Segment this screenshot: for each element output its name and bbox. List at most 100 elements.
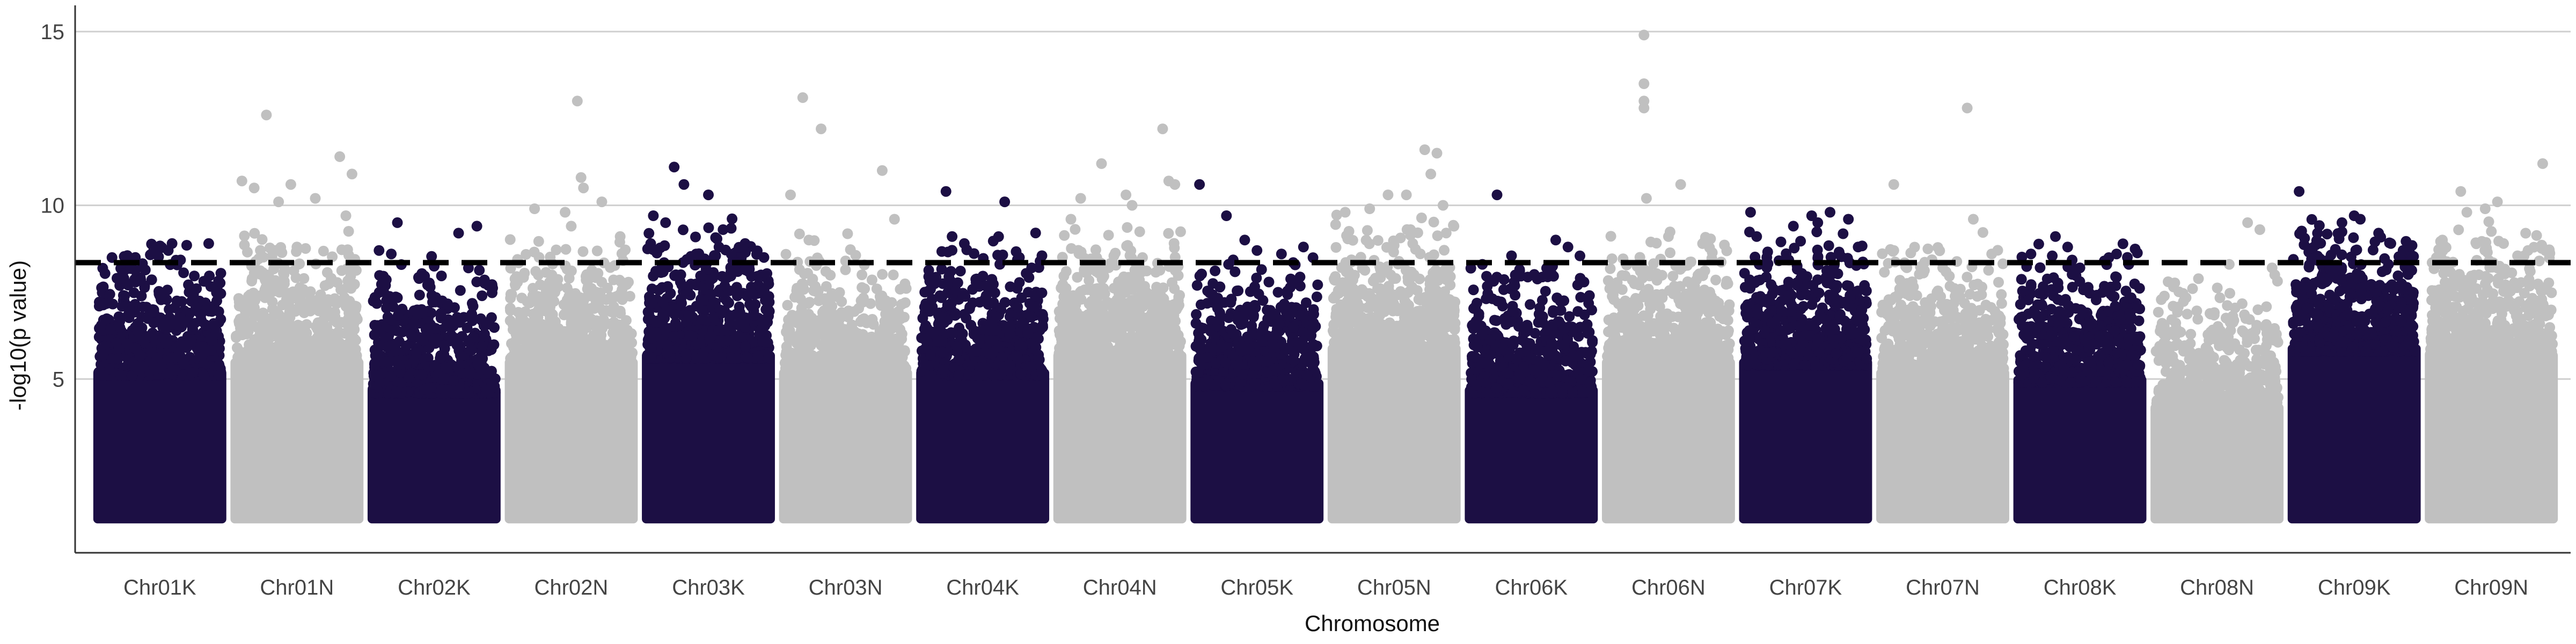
point	[306, 343, 317, 354]
point	[1014, 339, 1025, 350]
point	[195, 309, 207, 320]
point	[467, 301, 479, 312]
point	[953, 370, 964, 381]
point	[322, 331, 333, 342]
point	[270, 306, 282, 318]
point	[239, 230, 250, 241]
point	[719, 272, 730, 283]
point	[435, 353, 446, 364]
point	[683, 310, 694, 321]
point	[400, 340, 412, 352]
peak-point	[958, 238, 970, 249]
point	[104, 363, 115, 375]
point	[680, 348, 692, 360]
peak-point	[614, 231, 626, 242]
point	[1005, 281, 1016, 292]
peak-point	[471, 221, 482, 232]
point	[614, 289, 625, 300]
point	[985, 335, 996, 346]
point	[747, 288, 758, 299]
peak-point	[386, 248, 397, 260]
point	[175, 312, 186, 324]
peak-point	[578, 182, 589, 194]
point	[934, 316, 945, 327]
point	[784, 325, 795, 336]
point	[257, 234, 268, 245]
peak-point	[248, 182, 260, 194]
point	[191, 302, 202, 313]
point	[114, 322, 126, 333]
point	[349, 279, 360, 290]
point	[984, 367, 995, 378]
peak-point	[660, 217, 671, 228]
point	[336, 265, 347, 276]
peak-point	[797, 92, 808, 103]
peak-point	[648, 210, 659, 221]
point	[105, 323, 116, 334]
point	[955, 266, 966, 277]
point	[829, 310, 840, 320]
point	[295, 287, 306, 298]
point	[642, 243, 653, 254]
point	[853, 303, 865, 314]
peak-point	[740, 238, 751, 249]
series-Chr02N	[504, 96, 638, 524]
point	[607, 327, 618, 339]
point	[883, 331, 894, 342]
point	[968, 248, 979, 259]
point	[874, 291, 885, 302]
point	[727, 213, 738, 224]
point	[393, 359, 405, 370]
point	[484, 387, 495, 398]
point	[279, 276, 290, 287]
point	[1015, 368, 1027, 379]
point	[790, 365, 801, 377]
point	[895, 313, 906, 324]
point	[696, 313, 707, 325]
point	[135, 274, 147, 286]
point	[486, 344, 497, 355]
point	[938, 364, 949, 375]
point	[530, 355, 541, 366]
point	[134, 370, 145, 381]
series-Chr04K	[916, 186, 1050, 524]
peak-point	[560, 207, 570, 218]
point	[987, 236, 999, 247]
peak-point	[291, 241, 303, 253]
point	[976, 324, 987, 335]
point-cluster	[1053, 351, 1187, 524]
series-Chr03K	[642, 162, 775, 524]
point	[318, 314, 329, 326]
point	[298, 273, 310, 284]
point	[561, 359, 573, 370]
point	[883, 304, 895, 315]
peak-point	[572, 96, 583, 107]
point	[137, 301, 149, 312]
peak-point	[203, 238, 214, 249]
point	[276, 247, 288, 258]
point	[758, 317, 769, 328]
point	[162, 284, 173, 296]
point	[744, 299, 756, 310]
point	[135, 350, 146, 361]
peak-point	[154, 290, 165, 301]
point	[698, 348, 709, 359]
point	[662, 281, 674, 292]
point	[695, 270, 706, 282]
point	[704, 333, 715, 343]
point	[892, 370, 904, 381]
point	[591, 245, 603, 257]
point	[387, 340, 398, 351]
point	[1036, 287, 1048, 298]
peak-point	[112, 273, 122, 284]
point	[578, 340, 589, 352]
point	[350, 335, 361, 346]
point	[608, 274, 619, 286]
point	[608, 317, 619, 328]
peak-point	[453, 228, 464, 239]
point	[101, 298, 112, 309]
point	[178, 267, 189, 279]
point-cluster	[367, 386, 501, 524]
point	[517, 308, 529, 319]
peak-point	[529, 203, 540, 214]
